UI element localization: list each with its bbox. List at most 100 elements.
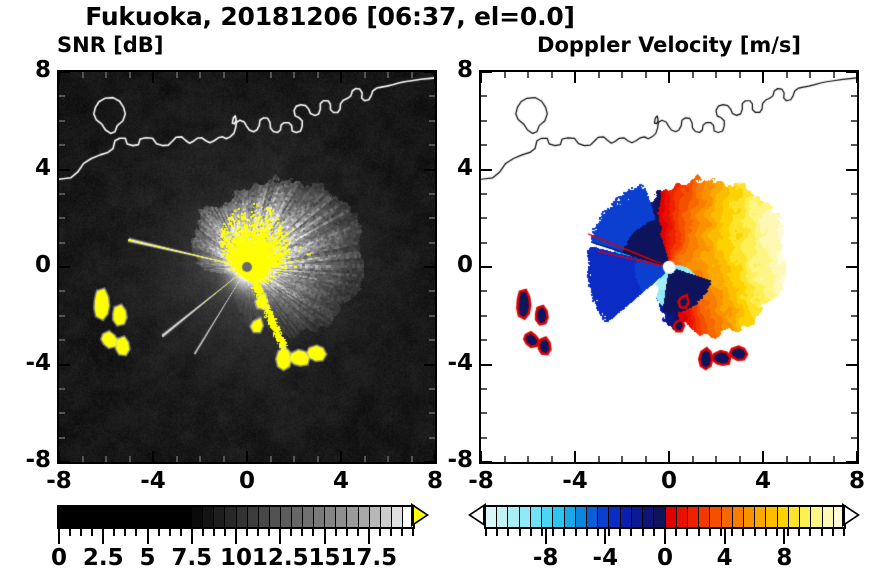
ytick-doppler-r-8 — [846, 71, 857, 73]
xtick-doppler-0 — [668, 72, 670, 83]
doppler-colorbar-minor-tick-0 — [485, 527, 487, 536]
ytick-doppler-r-3 — [851, 193, 857, 195]
snr-colorbar-cell-23 — [314, 507, 326, 527]
doppler-colorbar-cell-24 — [755, 507, 767, 527]
snr-colorbar-cell-17 — [247, 507, 259, 527]
snr-colorbar-cell-31 — [402, 507, 413, 527]
xtick-doppler--8 — [480, 72, 482, 83]
doppler-colorbar-cell-3 — [519, 507, 531, 527]
ytick-snr-r-1 — [429, 242, 435, 244]
xtick-doppler-b--8 — [480, 451, 482, 462]
xtick-doppler-7 — [833, 72, 835, 78]
xtick-doppler--7 — [504, 72, 506, 78]
snr-colorbar-cell-4 — [103, 507, 115, 527]
doppler-colorbar-cell-26 — [777, 507, 789, 527]
doppler-colorbar-minor-tick-18 — [686, 527, 689, 536]
doppler-plot-panel[interactable] — [479, 70, 859, 464]
doppler-colorbar-cell-17 — [676, 507, 688, 527]
snr-colorbar-cell-26 — [347, 507, 359, 527]
ytick-snr--6 — [59, 412, 65, 414]
xtick-snr-b--3 — [176, 456, 178, 462]
snr-colorbar-minor-tick-14 — [212, 527, 215, 536]
doppler-colorbar-cell-4 — [530, 507, 543, 527]
xtick-doppler-b--5 — [551, 456, 553, 462]
xtick-doppler-b--7 — [504, 456, 506, 462]
doppler-colorbar-label-3: 4 — [716, 545, 733, 571]
doppler-colorbar-minor-tick-3 — [518, 527, 521, 536]
xtick-snr-b-3 — [317, 456, 319, 462]
ytick-doppler-r-1 — [851, 242, 857, 244]
doppler-colorbar-cell-14 — [643, 507, 655, 527]
ytick-snr-r--5 — [429, 388, 435, 390]
doppler-colorbar-minor-tick-4 — [529, 527, 532, 536]
xtick-snr-b-8 — [434, 451, 436, 462]
xtick-snr-b--5 — [129, 456, 131, 462]
snr-colorbar-minor-tick-2 — [80, 527, 83, 536]
doppler-colorbar-minor-tick-31 — [831, 527, 834, 536]
snr-colorbar[interactable]: 0 2.5 5 7.5 10 12.5 15 17.5 — [51, 503, 429, 571]
snr-colorbar-minor-tick-26 — [345, 527, 348, 536]
doppler-colorbar-major-tick-0 — [544, 527, 547, 544]
doppler-colorbar-cell-20 — [710, 507, 722, 527]
doppler-colorbar-minor-tick-24 — [753, 527, 756, 536]
xtick-label-doppler-4: 8 — [848, 468, 865, 494]
ytick-snr-4 — [59, 169, 70, 171]
doppler-colorbar-cell-16 — [665, 507, 677, 527]
doppler-colorbar-minor-tick-15 — [652, 527, 655, 536]
doppler-colorbar-extend-left-arrow — [468, 503, 486, 531]
xtick-snr-b-1 — [270, 456, 272, 462]
xtick-doppler--3 — [598, 72, 600, 78]
ytick-snr-6 — [59, 120, 65, 122]
ytick-snr-r-4 — [424, 169, 435, 171]
ytick-snr--3 — [59, 339, 65, 341]
xtick-label-doppler-1: -4 — [562, 468, 588, 494]
doppler-colorbar-cell-18 — [687, 507, 700, 527]
ytick-doppler-5 — [481, 144, 487, 146]
ytick-doppler-r-4 — [846, 169, 857, 171]
doppler-colorbar[interactable]: -8 -4 0 4 8 — [468, 503, 860, 571]
snr-colorbar-label-2: 5 — [139, 545, 156, 571]
xtick-doppler-4 — [762, 72, 764, 83]
xtick-snr--5 — [129, 72, 131, 78]
xtick-snr-4 — [340, 72, 342, 83]
xtick-snr-b-4 — [340, 451, 342, 462]
xtick-snr--3 — [176, 72, 178, 78]
snr-colorbar-minor-tick-27 — [356, 527, 359, 536]
doppler-colorbar-cell-30 — [822, 507, 834, 527]
ytick-snr-8 — [59, 71, 70, 73]
ytick-doppler-r--8 — [846, 461, 857, 463]
ytick-doppler-2 — [481, 217, 487, 219]
doppler-colorbar-major-tick-2 — [664, 527, 666, 544]
ytick-snr--7 — [59, 437, 65, 439]
xtick-label-doppler-0: -8 — [468, 468, 494, 494]
ytick-snr-0 — [59, 266, 70, 268]
xtick-doppler-b-6 — [809, 456, 811, 462]
xtick-doppler-b-7 — [833, 456, 835, 462]
snr-colorbar-cell-12 — [192, 507, 204, 527]
snr-colorbar-major-tick-0 — [58, 527, 60, 544]
doppler-colorbar-minor-tick-8 — [574, 527, 577, 536]
snr-colorbar-cell-9 — [158, 507, 170, 527]
xtick-snr-5 — [364, 72, 366, 78]
snr-colorbar-minor-tick-23 — [312, 527, 315, 536]
doppler-colorbar-minor-tick-2 — [507, 527, 510, 536]
snr-colorbar-minor-tick-32 — [412, 527, 414, 536]
ytick-doppler-4 — [481, 169, 492, 171]
snr-colorbar-cell-2 — [81, 507, 93, 527]
ytick-doppler-r-7 — [851, 95, 857, 97]
snr-plot-panel[interactable] — [57, 70, 437, 464]
xtick-snr-b--4 — [152, 451, 154, 462]
xtick-doppler-b--4 — [574, 451, 576, 462]
doppler-colorbar-minor-tick-19 — [697, 527, 700, 536]
snr-colorbar-cell-11 — [181, 507, 193, 527]
xtick-snr--4 — [152, 72, 154, 83]
snr-colorbar-cell-27 — [358, 507, 370, 527]
ytick-doppler--1 — [481, 290, 487, 292]
ytick-doppler-r--4 — [846, 364, 857, 366]
doppler-colorbar-minor-tick-14 — [641, 527, 644, 536]
xtick-doppler-b-0 — [668, 451, 670, 462]
ytick-doppler--4 — [481, 364, 492, 366]
doppler-colorbar-cell-12 — [620, 507, 632, 527]
xtick-snr--2 — [199, 72, 201, 78]
doppler-colorbar-cell-5 — [542, 507, 554, 527]
